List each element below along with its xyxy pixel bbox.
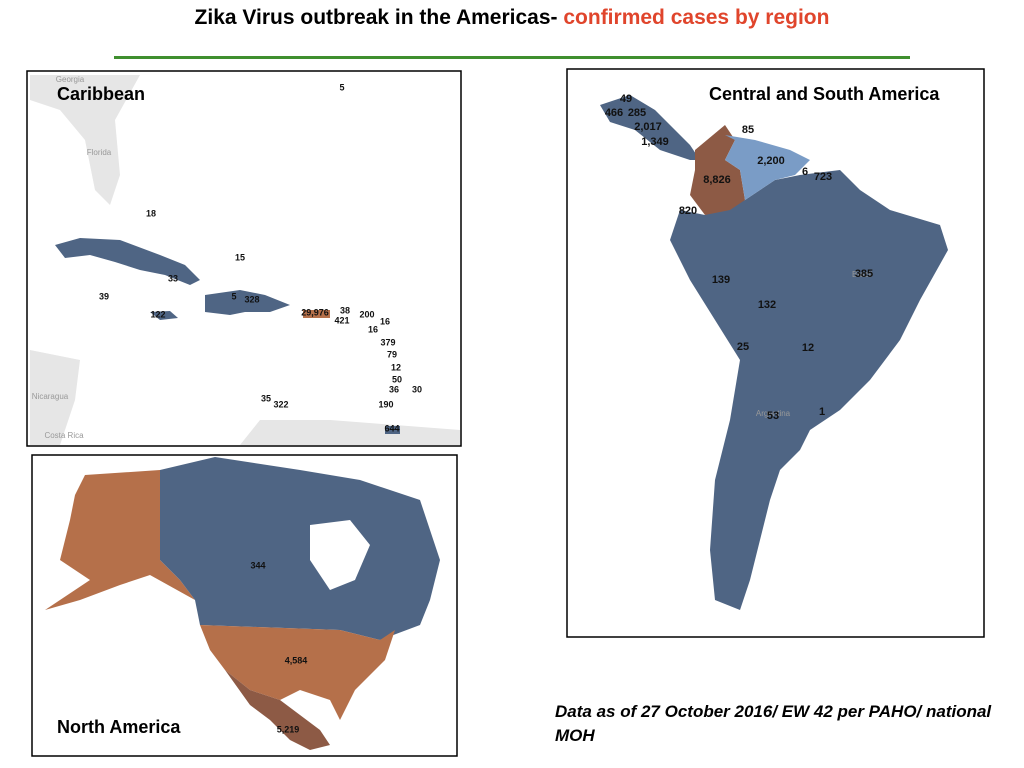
case-label: 285 xyxy=(628,107,646,119)
case-label: 12 xyxy=(391,362,401,372)
case-label: 8,826 xyxy=(703,174,731,186)
panel-title: Central and South America xyxy=(709,84,940,104)
case-label: 723 xyxy=(814,171,832,183)
case-label: 1,349 xyxy=(641,136,669,148)
case-label: 344 xyxy=(250,560,265,570)
title-rule xyxy=(114,56,910,59)
slide-title: Zika Virus outbreak in the Americas- con… xyxy=(160,4,864,32)
north-america-map xyxy=(45,457,440,750)
case-label: 16 xyxy=(368,324,378,334)
case-label: 2,017 xyxy=(634,121,662,133)
case-label: 25 xyxy=(737,341,749,353)
case-label: 385 xyxy=(855,268,873,280)
case-label: 29,976 xyxy=(301,307,329,317)
case-label: 38 xyxy=(340,305,350,315)
case-label: 322 xyxy=(273,399,288,409)
case-label: 18 xyxy=(146,208,156,218)
case-label: 16 xyxy=(380,316,390,326)
place-label: Nicaragua xyxy=(32,392,69,401)
case-label: 30 xyxy=(412,384,422,394)
title-text: Zika Virus outbreak in the Americas- xyxy=(194,6,558,29)
case-label: 200 xyxy=(359,309,374,319)
caribbean-map xyxy=(30,75,460,445)
case-label: 139 xyxy=(712,274,730,286)
case-label: 6 xyxy=(802,166,808,178)
case-label: 85 xyxy=(742,124,754,136)
case-label: 466 xyxy=(605,107,623,119)
case-label: 644 xyxy=(384,423,399,433)
case-label: 35 xyxy=(261,393,271,403)
case-label: 328 xyxy=(244,294,259,304)
case-label: 122 xyxy=(150,309,165,319)
case-label: 5,219 xyxy=(277,724,300,734)
case-label: 49 xyxy=(620,93,632,105)
case-label: 53 xyxy=(767,410,779,422)
place-label: Costa Rica xyxy=(44,431,84,440)
case-label: 132 xyxy=(758,299,776,311)
case-label: 79 xyxy=(387,349,397,359)
place-label: Argentina xyxy=(756,409,791,418)
case-label: 4,584 xyxy=(285,655,308,665)
place-label: Georgia xyxy=(56,75,85,84)
case-label: 15 xyxy=(235,252,245,262)
case-label: 421 xyxy=(334,315,349,325)
place-label: Brazil xyxy=(852,270,872,279)
title-highlight: confirmed cases by region xyxy=(563,6,830,29)
case-label: 33 xyxy=(168,273,178,283)
case-label: 5 xyxy=(231,291,236,301)
panel-title: Caribbean xyxy=(57,84,145,104)
case-label: 39 xyxy=(99,291,109,301)
case-label: 12 xyxy=(802,342,814,354)
footnote: Data as of 27 October 2016/ EW 42 per PA… xyxy=(555,702,992,745)
case-label: 50 xyxy=(392,374,402,384)
case-label: 2,200 xyxy=(757,155,785,167)
case-label: 190 xyxy=(378,399,393,409)
south-america-map xyxy=(600,95,948,610)
place-label: Florida xyxy=(87,148,112,157)
case-label: 5 xyxy=(339,82,344,92)
case-label: 36 xyxy=(389,384,399,394)
panel-title: North America xyxy=(57,717,181,737)
case-label: 820 xyxy=(679,205,697,217)
case-label: 379 xyxy=(380,337,395,347)
case-label: 1 xyxy=(819,406,825,418)
